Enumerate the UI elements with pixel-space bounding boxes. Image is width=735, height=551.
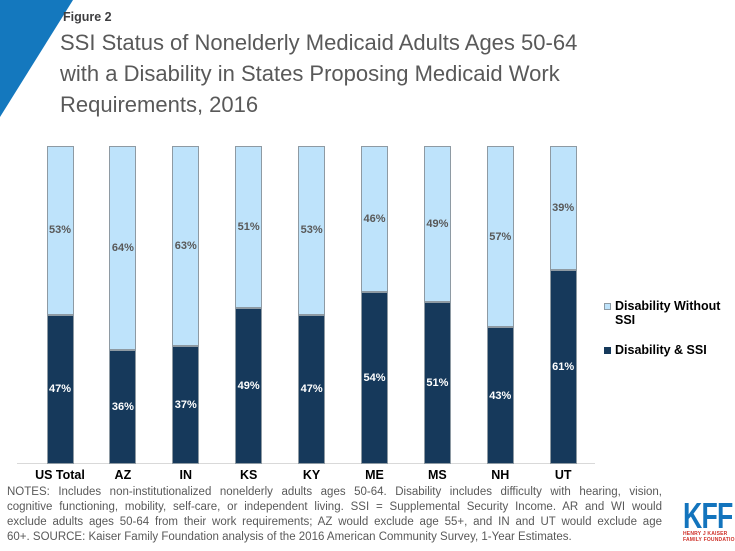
x-axis-category-label: NH [491, 468, 510, 482]
bar-segment-in-with-ssi: 37% [172, 346, 200, 464]
bar-value-label: 61% [552, 361, 575, 373]
title-line-2: with a Disability in States Proposing Me… [60, 61, 560, 86]
x-axis-category-label: MS [428, 468, 447, 482]
x-axis-category-label: UT [554, 468, 572, 482]
notes-and-source: NOTES: Includes non-institutionalized no… [7, 485, 662, 545]
legend-item-disability-without-ssi: Disability Without SSI [604, 299, 729, 327]
bar-value-label: 49% [237, 380, 260, 393]
bar-value-label: 43% [489, 389, 512, 402]
bar-segment-us-total-without-ssi: 53% [46, 146, 74, 315]
kff-tagline-line: HENRY J KAISER [683, 531, 728, 537]
bar-segment-in-without-ssi: 63% [172, 146, 200, 347]
bar-segment-me-without-ssi: 46% [361, 146, 388, 293]
notes-line: exclude adults ages 50-64 from their wor… [7, 516, 662, 528]
bar-value-label: 46% [363, 213, 386, 226]
bar-segment-ut-without-ssi: 39% [549, 146, 577, 271]
x-axis-category-label: ME [365, 468, 384, 482]
bar-value-label: 47% [48, 383, 72, 396]
legend-label: Disability Without SSI [615, 299, 721, 327]
bar-value-label: 54% [363, 372, 386, 385]
page-title: SSI Status of Nonelderly Medicaid Adults… [60, 27, 700, 120]
bar-segment-ms-without-ssi: 49% [423, 146, 451, 302]
bar-segment-us-total-with-ssi: 47% [46, 314, 74, 464]
bar-value-label: 36% [111, 400, 134, 413]
figure-number-label: Figure 2 [63, 10, 112, 24]
bar-segment-az-without-ssi: 64% [109, 146, 137, 350]
bar-segment-ky-without-ssi: 53% [298, 146, 326, 315]
bar-value-label: 37% [174, 399, 197, 412]
title-line-1: SSI Status of Nonelderly Medicaid Adults… [60, 30, 578, 55]
bar-value-label: 53% [300, 224, 323, 237]
kff-logo: KFF HENRY J KAISER FAMILY FOUNDATION [683, 495, 735, 543]
title-line-3: Requirements, 2016 [60, 92, 259, 117]
legend-item-disability-and-ssi: Disability & SSI [604, 343, 729, 358]
notes-line: 60+. SOURCE: Kaiser Family Foundation an… [7, 531, 572, 543]
legend-label: Disability & SSI [615, 343, 707, 357]
bar-segment-az-with-ssi: 36% [109, 349, 137, 464]
bar-segment-ms-with-ssi: 51% [423, 301, 451, 464]
notes-line: cognitive functioning, mobility, self-ca… [7, 501, 662, 513]
bar-value-label: 63% [174, 240, 197, 253]
bar-value-label: 53% [48, 224, 72, 237]
kff-tagline-line: FAMILY FOUNDATION [683, 536, 735, 543]
x-axis-category-label: KS [240, 468, 258, 482]
bar-value-label: 57% [489, 230, 512, 243]
legend-swatch-dark-blue [604, 347, 611, 354]
chart-legend: Disability Without SSI Disability & SSI [604, 299, 729, 375]
bar-segment-nh-without-ssi: 57% [486, 146, 514, 328]
legend-swatch-light-blue [604, 303, 611, 310]
x-axis-category-label: KY [302, 468, 321, 482]
x-axis-category-label: AZ [114, 468, 132, 482]
kff-tagline: HENRY J KAISER FAMILY FOUNDATION [683, 531, 735, 543]
bar-value-label: 49% [426, 217, 449, 230]
x-axis-category-label: IN [179, 468, 193, 482]
bar-segment-ks-with-ssi: 49% [235, 308, 263, 464]
kff-wordmark: KFF [683, 495, 733, 536]
bar-value-label: 64% [111, 241, 134, 254]
bar-segment-nh-with-ssi: 43% [486, 327, 514, 464]
bar-segment-ky-with-ssi: 47% [298, 314, 326, 464]
bar-value-label: 51% [426, 376, 449, 389]
notes-line: NOTES: Includes non-institutionalized no… [7, 486, 662, 498]
bar-segment-me-with-ssi: 54% [361, 292, 388, 464]
bar-value-label: 47% [300, 383, 323, 396]
bar-value-label: 51% [237, 221, 260, 234]
bar-segment-ks-without-ssi: 51% [235, 146, 263, 309]
x-axis-category-label: US Total [35, 468, 85, 482]
corner-accent-triangle [0, 0, 73, 117]
bar-segment-ut-with-ssi: 61% [549, 270, 577, 464]
bar-value-label: 39% [552, 202, 575, 214]
